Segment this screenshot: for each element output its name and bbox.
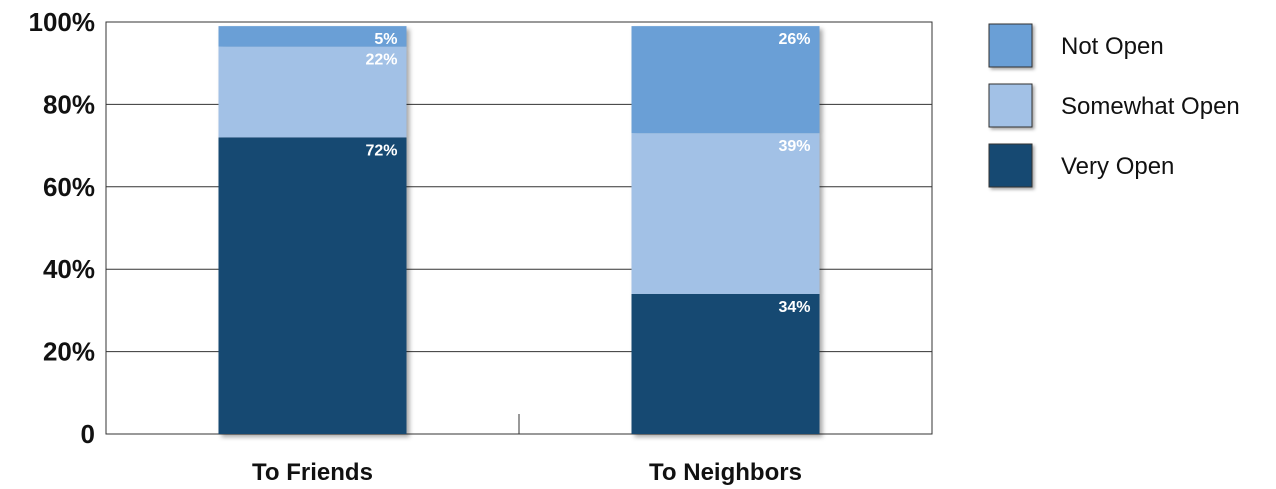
y-tick-label: 80% — [43, 89, 95, 119]
bars: 72% 22% 5% 34% 39% 26% — [218, 26, 820, 435]
data-label: 39% — [778, 138, 810, 155]
bar-stack — [218, 26, 407, 435]
data-label: 26% — [778, 31, 810, 48]
data-label: 34% — [778, 299, 810, 316]
legend-label: Very Open — [1061, 153, 1174, 180]
y-tick-label: 40% — [43, 254, 95, 284]
legend-swatch — [988, 23, 1033, 68]
legend-label: Not Open — [1061, 33, 1164, 60]
legend-swatch — [988, 83, 1033, 128]
bar-stack — [631, 26, 820, 434]
data-label: 5% — [374, 31, 397, 48]
y-tick-label: 60% — [43, 172, 95, 202]
bar-segment — [218, 46, 407, 138]
y-tick-label: 0 — [81, 419, 95, 449]
bar-segment — [631, 133, 820, 294]
data-label: 22% — [365, 52, 397, 69]
legend: Not Open Somewhat Open Very Open — [988, 23, 1240, 188]
x-category-label: To Neighbors — [649, 459, 802, 486]
x-axis: To Friends To Neighbors — [252, 414, 802, 486]
bar-segment — [218, 137, 407, 435]
bar-segment — [218, 26, 407, 47]
bar-segment — [631, 293, 820, 434]
legend-swatch — [988, 143, 1033, 188]
x-category-label: To Friends — [252, 459, 373, 486]
bar-segment — [631, 26, 820, 134]
y-tick-label: 100% — [29, 7, 96, 37]
legend-label: Somewhat Open — [1061, 93, 1240, 120]
y-axis: 0 20% 40% 60% 80% 100% — [29, 7, 96, 449]
data-label: 72% — [365, 142, 397, 159]
y-tick-label: 20% — [43, 337, 95, 367]
